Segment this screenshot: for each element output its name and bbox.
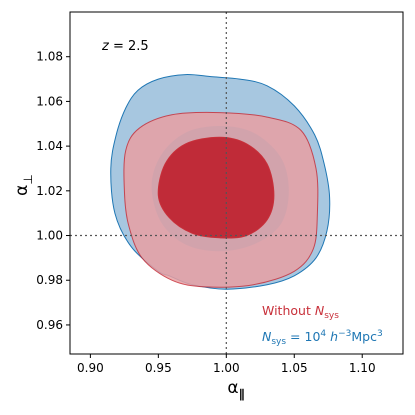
- without-nsys-contour-68pct: [157, 136, 275, 239]
- x-tick-label: 1.00: [213, 361, 240, 375]
- y-tick-label: 1.00: [36, 229, 63, 243]
- x-tick-label: 1.10: [349, 361, 376, 375]
- x-tick-label: 1.05: [281, 361, 308, 375]
- plot-frame: [69, 11, 404, 355]
- y-tick-label: 0.98: [36, 273, 63, 287]
- x-tick-label: 0.95: [145, 361, 172, 375]
- legend-without-nsys: Without Nsys: [262, 303, 339, 321]
- contour-layer: [110, 74, 331, 290]
- legend-with-nsys: Nsys = 104 h−3Mpc3: [262, 329, 383, 347]
- y-tick-label: 1.08: [36, 50, 63, 64]
- y-tick-label: 1.02: [36, 184, 63, 198]
- y-tick-label: 1.06: [36, 94, 63, 108]
- x-tick-label: 0.90: [77, 361, 104, 375]
- y-axis-label: α⊥: [12, 174, 35, 196]
- y-tick-label: 0.96: [36, 318, 63, 332]
- x-axis-label: α∥: [227, 378, 244, 401]
- axis-ticks: 0.90 0.95 1.00 1.05 1.10 0.96 0.98 1.00 1.02 1.04…: [36, 50, 375, 375]
- z-annotation: z = 2.5: [101, 39, 149, 54]
- y-tick-label: 1.04: [36, 139, 63, 153]
- reference-lines: [70, 12, 403, 354]
